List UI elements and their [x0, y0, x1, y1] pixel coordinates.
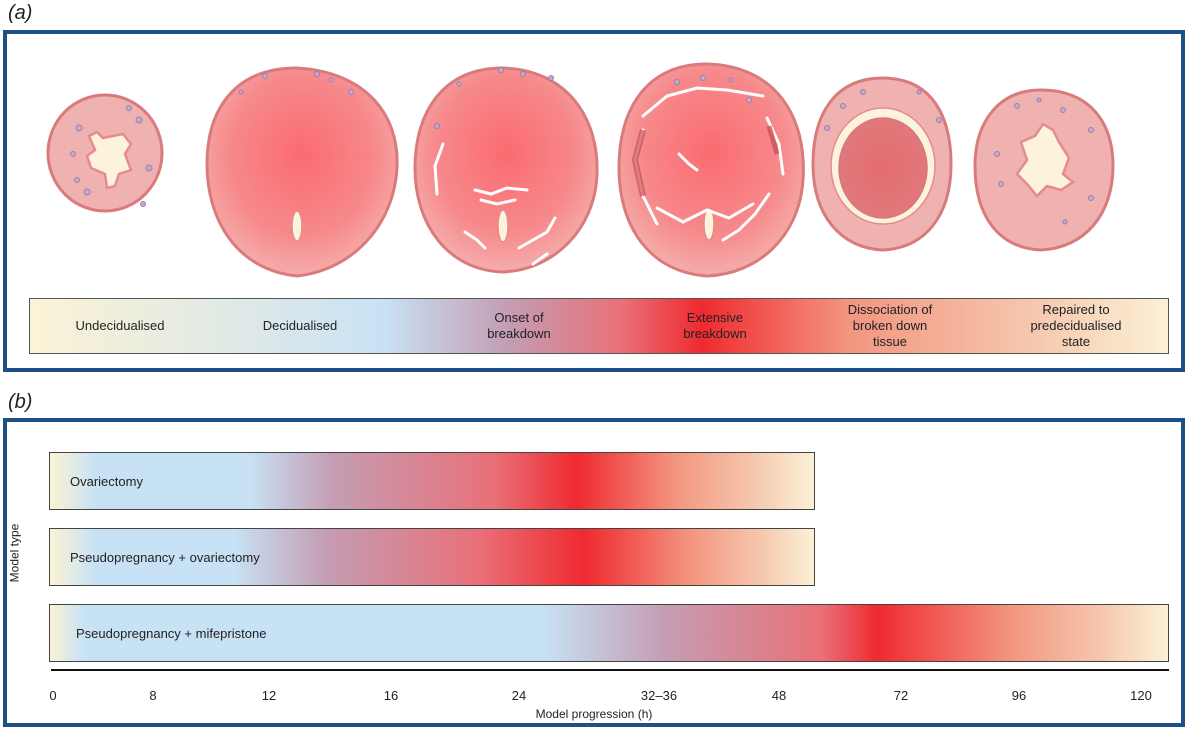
stage-label-decidualised: Decidualised	[262, 318, 338, 333]
stage-label-repaired: Repaired to predecidualised state	[1030, 302, 1122, 349]
model-label-ovariectomy: Ovariectomy	[70, 473, 143, 489]
stage-label-extensive-breakdown: Extensive breakdown	[683, 310, 747, 341]
section-decidualised	[205, 66, 399, 278]
model-label-pseudopregnancy-ovariectomy: Pseudopregnancy + ovariectomy	[70, 549, 260, 565]
x-tick-32-36: 32–36	[640, 688, 678, 703]
section-onset-of-breakdown	[413, 66, 599, 274]
stage-label-onset-of-breakdown: Onset of breakdown	[487, 310, 551, 341]
model-label-pseudopregnancy-mifepristone: Pseudopregnancy + mifepristone	[76, 625, 267, 641]
x-tick-24: 24	[511, 688, 527, 703]
panel-b-label: (b)	[8, 391, 33, 413]
section-undecidualised	[46, 93, 164, 213]
model-bar-pseudopregnancy-mifepristone: Pseudopregnancy + mifepristone	[49, 604, 1169, 662]
section-repaired	[973, 88, 1115, 252]
x-tick-16: 16	[383, 688, 399, 703]
panel-b: Model type Ovariectomy Pseudopregnancy +…	[3, 418, 1185, 727]
y-axis-label: Model type	[7, 523, 22, 583]
stage-gradient-bar: Undecidualised Decidualised Onset of bre…	[29, 298, 1169, 354]
stage-label-undecidualised: Undecidualised	[75, 318, 165, 333]
x-tick-72: 72	[893, 688, 909, 703]
x-tick-48: 48	[771, 688, 787, 703]
x-axis-line	[51, 669, 1169, 671]
uterus-cross-sections	[46, 62, 1115, 278]
x-tick-8: 8	[149, 688, 157, 703]
x-tick-96: 96	[1011, 688, 1027, 703]
stage-label-dissociation: Dissociation of broken down tissue	[847, 302, 933, 349]
model-bar-ovariectomy: Ovariectomy	[49, 452, 815, 510]
panel-a: Undecidualised Decidualised Onset of bre…	[3, 30, 1185, 372]
section-extensive-breakdown	[617, 62, 805, 278]
model-bar-pseudopregnancy-ovariectomy: Pseudopregnancy + ovariectomy	[49, 528, 815, 586]
section-dissociation	[811, 76, 953, 252]
panel-a-label: (a)	[8, 2, 33, 24]
x-tick-120: 120	[1130, 688, 1152, 703]
x-tick-12: 12	[261, 688, 277, 703]
x-tick-0: 0	[49, 688, 57, 703]
x-axis-label: Model progression (h)	[535, 707, 653, 721]
